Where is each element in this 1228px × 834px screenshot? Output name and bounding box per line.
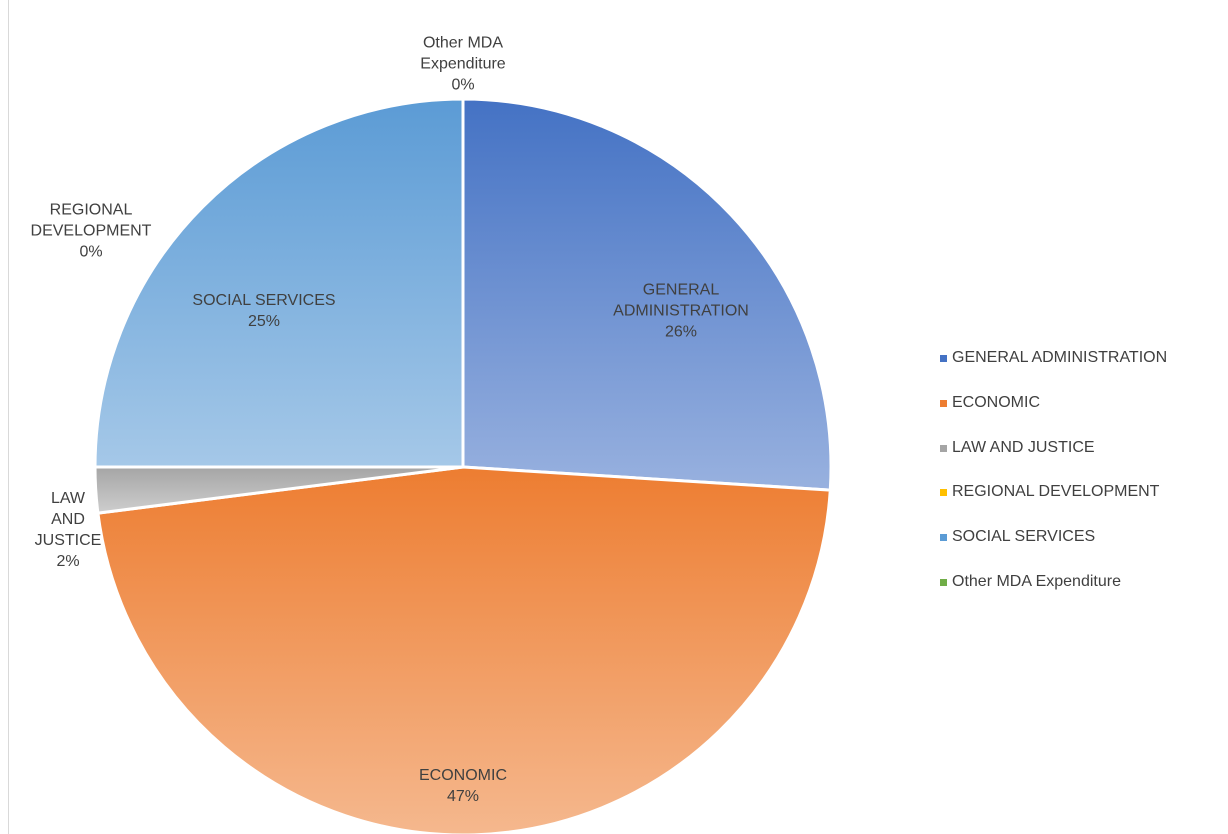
data-label: GENERAL ADMINISTRATION 26%: [586, 280, 776, 343]
data-label-category: LAW AND JUSTICE: [34, 490, 102, 549]
legend-label: LAW AND JUSTICE: [952, 438, 1095, 456]
data-label: ECONOMIC 47%: [363, 765, 563, 807]
data-label-value: 47%: [446, 788, 480, 805]
data-label: REGIONAL DEVELOPMENT 0%: [16, 200, 166, 263]
legend-item: ECONOMIC: [940, 393, 1040, 413]
legend-label: ECONOMIC: [952, 393, 1040, 411]
legend-swatch: [940, 399, 947, 407]
pie-slice: [461, 97, 833, 492]
data-label-value: 0%: [79, 243, 103, 261]
legend-swatch: [940, 579, 947, 586]
data-label-value: 0%: [451, 76, 475, 94]
data-label-category: ECONOMIC: [419, 767, 507, 784]
data-label-category: Other MDA Expenditure: [420, 34, 506, 73]
legend-item: SOCIAL SERVICES: [940, 527, 1096, 547]
data-label-category: SOCIAL SERVICES: [192, 292, 336, 309]
data-label-category: GENERAL ADMINISTRATION: [613, 281, 749, 320]
legend-label: GENERAL ADMINISTRATION: [952, 349, 1168, 366]
legend-item: Other MDA Expenditure: [940, 572, 1121, 592]
legend-swatch: [940, 444, 947, 452]
data-label-value: 26%: [664, 323, 698, 341]
legend-label: Other MDA Expenditure: [952, 573, 1121, 590]
pie-slice: [96, 465, 832, 834]
pie-slice: [93, 97, 465, 469]
data-label: SOCIAL SERVICES 25%: [164, 290, 364, 332]
legend-swatch: [940, 489, 947, 497]
data-label-value: 2%: [56, 553, 80, 570]
legend-label: REGIONAL DEVELOPMENT: [952, 483, 1160, 501]
legend-item: REGIONAL DEVELOPMENT: [940, 482, 1160, 502]
legend-swatch: [940, 355, 947, 362]
legend-swatch: [940, 534, 947, 542]
legend-label: SOCIAL SERVICES: [952, 528, 1096, 546]
data-label-category: REGIONAL DEVELOPMENT: [30, 201, 152, 240]
data-label: LAW AND JUSTICE 2%: [33, 488, 103, 572]
data-label-value: 25%: [247, 313, 281, 330]
legend-item: LAW AND JUSTICE: [940, 438, 1095, 458]
data-label: Other MDA Expenditure 0%: [403, 33, 523, 96]
legend-item: GENERAL ADMINISTRATION: [940, 348, 1168, 368]
